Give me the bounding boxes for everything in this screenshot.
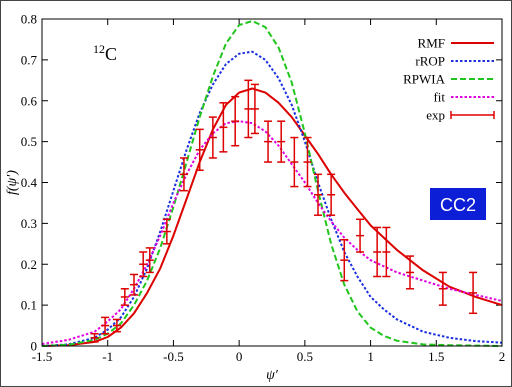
x-tick-label: -1: [102, 349, 113, 364]
y-tick-label: 0: [31, 339, 38, 354]
legend-entry-exp: exp: [426, 108, 495, 123]
x-tick-label: -0.5: [163, 349, 184, 364]
exp-data-point: [290, 136, 299, 188]
exp-data-point: [208, 116, 217, 159]
series-line-rrop: [41, 50, 503, 347]
x-axis-label: ψ′: [266, 368, 279, 383]
y-tick-labels: 0 0.1 0.2 0.3 0.4 0.5 0.6 0.7 0.8: [21, 12, 38, 354]
exp-data-point: [382, 226, 391, 278]
legend-entry-rrop: rROP: [415, 54, 494, 69]
exp-data-point: [373, 226, 382, 278]
legend-entry-rpwia: RPWIA: [403, 72, 494, 87]
nucleus-mass: 12: [93, 42, 105, 56]
exp-data-point: [101, 316, 110, 335]
y-tick-label: 0.3: [21, 216, 37, 231]
y-axis-label: f(ψ′): [5, 170, 20, 195]
exp-data-point: [438, 271, 447, 306]
nucleus-symbol: C: [105, 44, 117, 64]
y-tick-label: 0.1: [21, 298, 37, 313]
legend-label: rROP: [415, 54, 445, 69]
legend-label: exp: [426, 108, 445, 123]
exp-data-point: [303, 136, 312, 188]
x-tick-label: 1.5: [428, 349, 444, 364]
y-tick-label: 0.8: [21, 12, 37, 27]
exp-data-point: [145, 247, 154, 274]
exp-data-point: [277, 120, 286, 163]
y-tick-label: 0.4: [21, 175, 38, 190]
x-tick-label: 0: [236, 349, 243, 364]
cc2-badge: CC2: [430, 188, 486, 220]
exp-data-point: [139, 251, 148, 278]
exp-data-point: [327, 173, 336, 216]
exp-data-point: [244, 79, 253, 139]
series-line-fit: [41, 120, 503, 345]
legend-label: RMF: [418, 36, 445, 51]
y-tick-label: 0.6: [21, 93, 38, 108]
x-tick-label: 0.5: [297, 349, 313, 364]
y-tick-label: 0.7: [21, 52, 38, 67]
series-line-rmf: [41, 87, 503, 347]
exp-data-point: [264, 120, 273, 163]
exp-data-point: [356, 218, 365, 253]
nucleus-label: 12C: [93, 42, 117, 64]
legend: RMF rROP RPWIA fit exp: [403, 36, 495, 123]
exp-data-point: [120, 288, 129, 306]
exp-points: [90, 79, 478, 343]
exp-data-point: [179, 157, 188, 192]
exp-data-point: [340, 238, 349, 282]
legend-label: RPWIA: [403, 72, 446, 87]
exp-data-point: [130, 273, 138, 296]
exp-data-point: [90, 332, 99, 343]
badge-box: [430, 188, 486, 220]
exp-data-point: [112, 318, 121, 333]
x-tick-labels: -1.5 -1 -0.5 0 0.5 1 1.5 2: [32, 349, 506, 364]
plot-area: [41, 18, 503, 347]
exp-data-point: [406, 255, 414, 290]
x-tick-label: 2: [499, 349, 506, 364]
exp-data-point: [231, 95, 240, 147]
badge-label: CC2: [440, 195, 476, 215]
exp-data-point: [219, 102, 228, 153]
x-tick-label: 1: [367, 349, 374, 364]
legend-label: fit: [433, 90, 445, 105]
exp-data-point: [314, 173, 322, 216]
exp-data-point: [195, 128, 204, 171]
series-lines: [41, 20, 503, 347]
exp-data-point: [469, 271, 478, 315]
series-line-rpwia: [41, 20, 503, 347]
y-tick-label: 0.2: [21, 257, 37, 272]
legend-entry-rmf: RMF: [418, 36, 494, 51]
exp-data-point: [250, 83, 259, 135]
legend-entry-fit: fit: [433, 90, 494, 105]
x-tick-label: -1.5: [32, 349, 53, 364]
exp-data-point: [162, 218, 171, 245]
y-tick-label: 0.5: [21, 134, 37, 149]
